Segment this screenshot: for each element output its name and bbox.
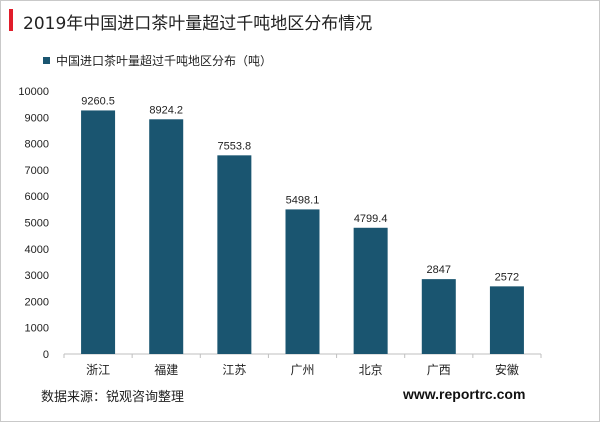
x-tick-label: 江苏	[222, 363, 246, 377]
watermark: www.reportrc.com	[403, 386, 526, 402]
bar	[285, 209, 320, 354]
y-tick-label: 1000	[25, 323, 49, 335]
x-tick-label: 北京	[359, 363, 383, 377]
data-label: 5498.1	[286, 194, 320, 206]
data-label: 2847	[427, 264, 451, 276]
bar	[81, 110, 116, 354]
data-label: 2572	[495, 271, 519, 283]
data-source: 数据来源：锐观咨询整理	[41, 390, 185, 405]
x-tick-label: 广州	[290, 363, 314, 377]
y-tick-label: 8000	[25, 139, 49, 151]
legend-swatch	[43, 57, 50, 64]
y-tick-label: 4000	[25, 244, 49, 256]
y-tick-label: 2000	[25, 296, 49, 308]
y-tick-label: 0	[43, 349, 49, 361]
bar	[353, 227, 388, 354]
data-label: 9260.5	[81, 95, 115, 107]
data-label: 7553.8	[218, 140, 252, 152]
chart-title: 2019年中国进口茶叶量超过千吨地区分布情况	[23, 14, 373, 34]
bar	[217, 155, 252, 354]
title-accent-bar	[9, 9, 13, 31]
data-label: 8924.2	[149, 104, 183, 116]
y-tick-label: 5000	[25, 218, 49, 230]
x-tick-label: 安徽	[495, 362, 519, 377]
x-tick-label: 福建	[154, 362, 178, 377]
y-tick-label: 3000	[25, 270, 49, 282]
y-tick-label: 10000	[18, 86, 49, 98]
y-tick-label: 7000	[25, 165, 49, 177]
legend-label: 中国进口茶叶量超过千吨地区分布（吨）	[56, 53, 272, 68]
data-label: 4799.4	[354, 213, 388, 225]
y-tick-label: 6000	[25, 191, 49, 203]
bar	[489, 286, 524, 354]
bar	[149, 119, 184, 354]
bar	[421, 279, 456, 354]
y-tick-label: 9000	[25, 112, 49, 124]
x-tick-label: 广西	[427, 363, 451, 377]
x-tick-label: 浙江	[86, 363, 110, 377]
